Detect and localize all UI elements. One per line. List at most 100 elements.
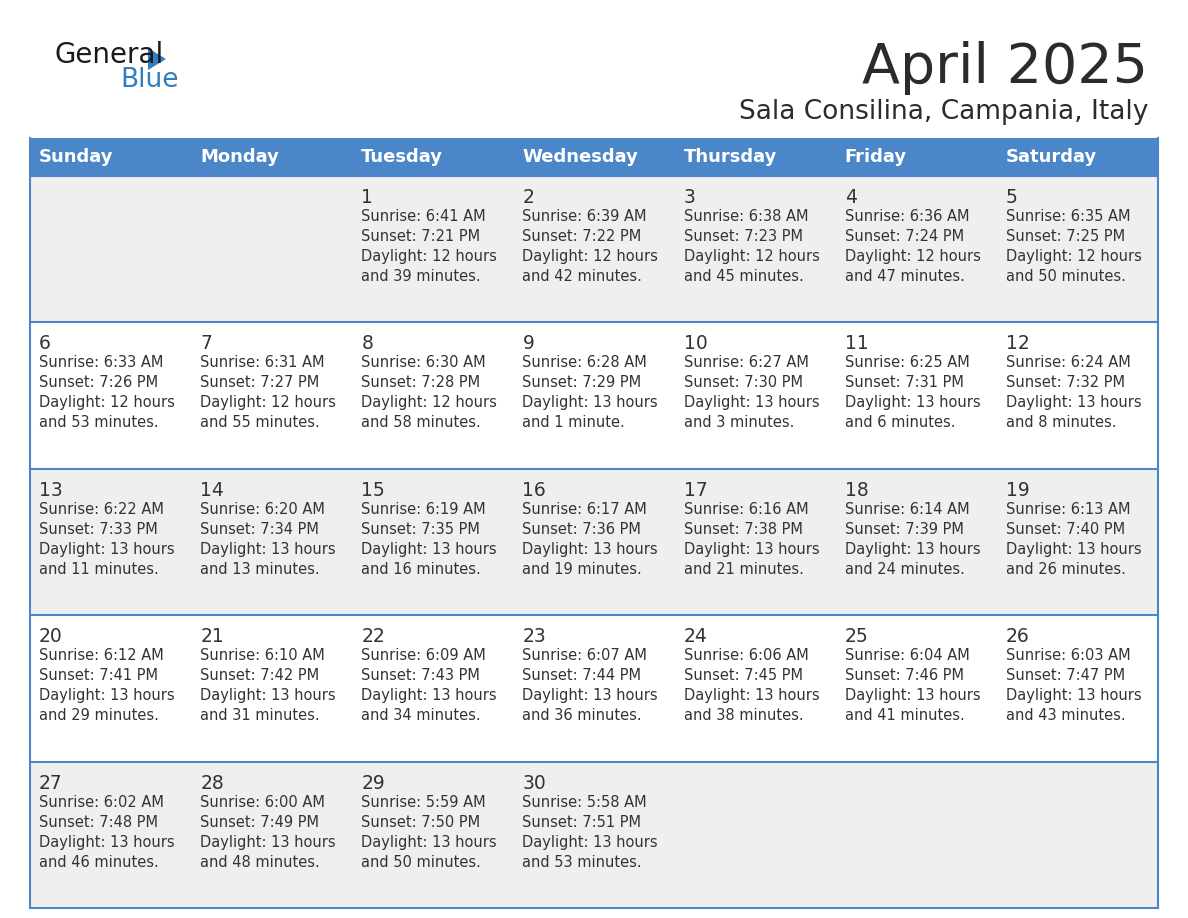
Text: General: General <box>55 41 164 69</box>
Text: Daylight: 13 hours: Daylight: 13 hours <box>523 834 658 849</box>
Text: Sunset: 7:33 PM: Sunset: 7:33 PM <box>39 521 158 537</box>
Text: Sunrise: 6:06 AM: Sunrise: 6:06 AM <box>683 648 808 663</box>
Bar <box>30 469 1158 615</box>
Text: 24: 24 <box>683 627 707 646</box>
Text: 20: 20 <box>39 627 63 646</box>
Text: Daylight: 13 hours: Daylight: 13 hours <box>1006 542 1142 557</box>
Text: 21: 21 <box>200 627 223 646</box>
Text: Sunday: Sunday <box>39 148 114 166</box>
Text: Sunrise: 6:07 AM: Sunrise: 6:07 AM <box>523 648 647 663</box>
Text: Sunset: 7:22 PM: Sunset: 7:22 PM <box>523 229 642 244</box>
Text: Sunset: 7:24 PM: Sunset: 7:24 PM <box>845 229 963 244</box>
Text: Sunset: 7:51 PM: Sunset: 7:51 PM <box>523 814 642 830</box>
Text: Sunset: 7:35 PM: Sunset: 7:35 PM <box>361 521 480 537</box>
Text: Daylight: 13 hours: Daylight: 13 hours <box>39 542 175 557</box>
Text: Sunrise: 6:12 AM: Sunrise: 6:12 AM <box>39 648 164 663</box>
Text: and 34 minutes.: and 34 minutes. <box>361 708 481 723</box>
Text: and 43 minutes.: and 43 minutes. <box>1006 708 1125 723</box>
Text: 26: 26 <box>1006 627 1030 646</box>
Text: 12: 12 <box>1006 334 1030 353</box>
Text: Sunrise: 6:17 AM: Sunrise: 6:17 AM <box>523 502 647 517</box>
Text: 9: 9 <box>523 334 535 353</box>
Text: and 26 minutes.: and 26 minutes. <box>1006 562 1126 577</box>
Text: and 55 minutes.: and 55 minutes. <box>200 416 320 431</box>
Text: and 50 minutes.: and 50 minutes. <box>1006 269 1126 284</box>
Text: Sunset: 7:44 PM: Sunset: 7:44 PM <box>523 668 642 683</box>
Text: and 3 minutes.: and 3 minutes. <box>683 416 794 431</box>
Bar <box>30 176 1158 322</box>
Text: Sunset: 7:45 PM: Sunset: 7:45 PM <box>683 668 803 683</box>
Text: Daylight: 12 hours: Daylight: 12 hours <box>683 249 820 264</box>
Bar <box>30 615 1158 762</box>
Text: Daylight: 12 hours: Daylight: 12 hours <box>523 249 658 264</box>
Text: Sunset: 7:48 PM: Sunset: 7:48 PM <box>39 814 158 830</box>
Text: and 48 minutes.: and 48 minutes. <box>200 855 320 869</box>
Text: Sunrise: 6:04 AM: Sunrise: 6:04 AM <box>845 648 969 663</box>
Text: Daylight: 13 hours: Daylight: 13 hours <box>361 688 497 703</box>
Text: 19: 19 <box>1006 481 1030 499</box>
Text: and 38 minutes.: and 38 minutes. <box>683 708 803 723</box>
Text: Daylight: 13 hours: Daylight: 13 hours <box>200 688 336 703</box>
Text: Daylight: 12 hours: Daylight: 12 hours <box>361 249 497 264</box>
Text: Thursday: Thursday <box>683 148 777 166</box>
Text: April 2025: April 2025 <box>862 41 1148 95</box>
Text: Sunset: 7:47 PM: Sunset: 7:47 PM <box>1006 668 1125 683</box>
Text: and 39 minutes.: and 39 minutes. <box>361 269 481 284</box>
Text: 13: 13 <box>39 481 63 499</box>
Text: Daylight: 13 hours: Daylight: 13 hours <box>1006 396 1142 410</box>
Text: and 29 minutes.: and 29 minutes. <box>39 708 159 723</box>
Text: 2: 2 <box>523 188 535 207</box>
Text: 30: 30 <box>523 774 546 792</box>
Text: 22: 22 <box>361 627 385 646</box>
Text: Sunset: 7:25 PM: Sunset: 7:25 PM <box>1006 229 1125 244</box>
Text: Sunrise: 6:19 AM: Sunrise: 6:19 AM <box>361 502 486 517</box>
Text: and 41 minutes.: and 41 minutes. <box>845 708 965 723</box>
Text: and 19 minutes.: and 19 minutes. <box>523 562 643 577</box>
Text: Sunset: 7:30 PM: Sunset: 7:30 PM <box>683 375 803 390</box>
Text: and 50 minutes.: and 50 minutes. <box>361 855 481 869</box>
Text: Sunrise: 6:24 AM: Sunrise: 6:24 AM <box>1006 355 1131 370</box>
Text: and 42 minutes.: and 42 minutes. <box>523 269 643 284</box>
Text: Sunset: 7:28 PM: Sunset: 7:28 PM <box>361 375 480 390</box>
Text: Sunset: 7:21 PM: Sunset: 7:21 PM <box>361 229 480 244</box>
Text: Daylight: 13 hours: Daylight: 13 hours <box>523 688 658 703</box>
Text: Sunset: 7:42 PM: Sunset: 7:42 PM <box>200 668 320 683</box>
Text: Sunset: 7:31 PM: Sunset: 7:31 PM <box>845 375 963 390</box>
Text: Sunset: 7:23 PM: Sunset: 7:23 PM <box>683 229 803 244</box>
Text: Daylight: 12 hours: Daylight: 12 hours <box>1006 249 1142 264</box>
Polygon shape <box>148 48 166 70</box>
Text: Sunrise: 6:39 AM: Sunrise: 6:39 AM <box>523 209 647 224</box>
Text: Sunset: 7:38 PM: Sunset: 7:38 PM <box>683 521 802 537</box>
Text: and 11 minutes.: and 11 minutes. <box>39 562 159 577</box>
Text: Sunset: 7:26 PM: Sunset: 7:26 PM <box>39 375 158 390</box>
Text: Daylight: 13 hours: Daylight: 13 hours <box>845 396 980 410</box>
Text: 28: 28 <box>200 774 223 792</box>
Text: Daylight: 13 hours: Daylight: 13 hours <box>683 542 820 557</box>
Text: 18: 18 <box>845 481 868 499</box>
Text: Daylight: 12 hours: Daylight: 12 hours <box>845 249 980 264</box>
Text: Daylight: 12 hours: Daylight: 12 hours <box>200 396 336 410</box>
Bar <box>30 322 1158 469</box>
Text: Daylight: 13 hours: Daylight: 13 hours <box>361 834 497 849</box>
Text: Sunrise: 6:03 AM: Sunrise: 6:03 AM <box>1006 648 1131 663</box>
Text: Sunrise: 6:27 AM: Sunrise: 6:27 AM <box>683 355 809 370</box>
Text: and 47 minutes.: and 47 minutes. <box>845 269 965 284</box>
Text: Sunrise: 6:14 AM: Sunrise: 6:14 AM <box>845 502 969 517</box>
Text: Sunrise: 6:38 AM: Sunrise: 6:38 AM <box>683 209 808 224</box>
Text: Sunrise: 5:58 AM: Sunrise: 5:58 AM <box>523 795 647 810</box>
Text: Sunrise: 6:41 AM: Sunrise: 6:41 AM <box>361 209 486 224</box>
Text: Daylight: 13 hours: Daylight: 13 hours <box>39 688 175 703</box>
Text: Sunrise: 6:10 AM: Sunrise: 6:10 AM <box>200 648 324 663</box>
Text: Sunset: 7:40 PM: Sunset: 7:40 PM <box>1006 521 1125 537</box>
Text: Sunrise: 6:25 AM: Sunrise: 6:25 AM <box>845 355 969 370</box>
Text: Sunset: 7:27 PM: Sunset: 7:27 PM <box>200 375 320 390</box>
Text: Friday: Friday <box>845 148 906 166</box>
Text: 4: 4 <box>845 188 857 207</box>
Text: Daylight: 12 hours: Daylight: 12 hours <box>39 396 175 410</box>
Text: and 53 minutes.: and 53 minutes. <box>523 855 642 869</box>
Text: Sunset: 7:29 PM: Sunset: 7:29 PM <box>523 375 642 390</box>
Text: 5: 5 <box>1006 188 1018 207</box>
Text: and 53 minutes.: and 53 minutes. <box>39 416 159 431</box>
Text: 15: 15 <box>361 481 385 499</box>
Text: 23: 23 <box>523 627 546 646</box>
